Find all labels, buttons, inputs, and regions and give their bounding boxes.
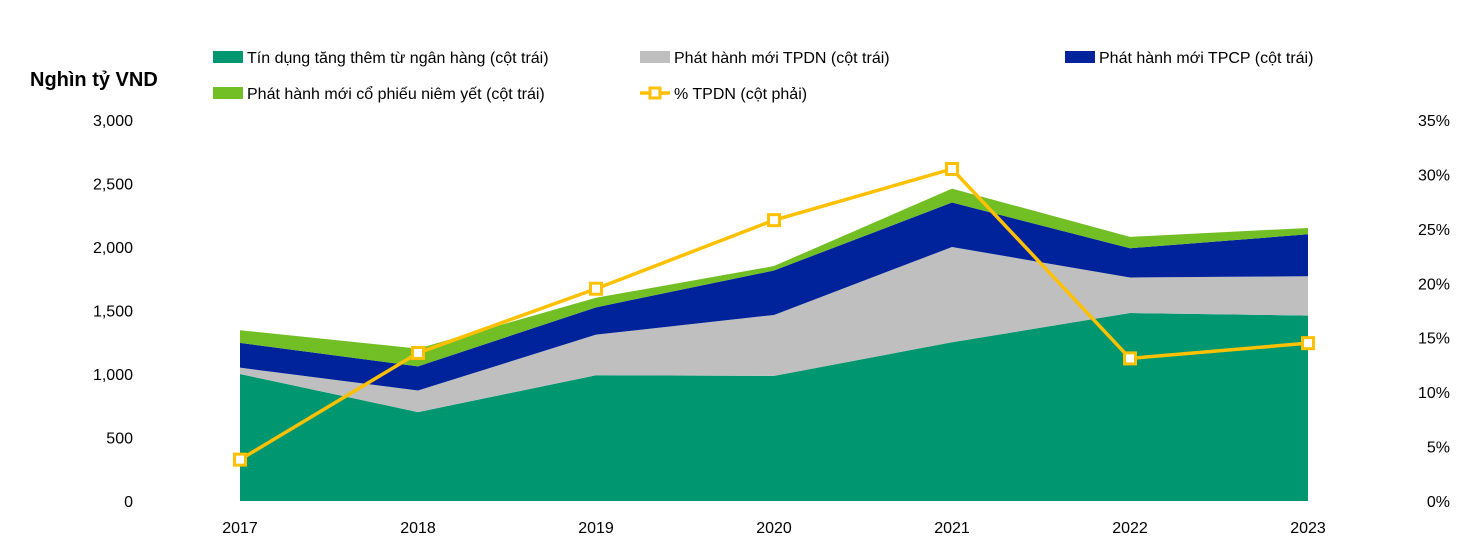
legend-item-phat-hanh-moi-tpcp-cot-trai: Phát hành mới TPCP (cột trái) <box>1065 50 1313 67</box>
legend-swatch <box>1065 51 1095 63</box>
left-tick-label: 500 <box>106 431 133 448</box>
line-marker-2023 <box>1301 336 1315 351</box>
area-series-2 <box>240 202 1308 391</box>
line-marker-2017 <box>233 452 247 467</box>
legend-label: Tín dụng tăng thêm từ ngân hàng (cột trá… <box>247 50 549 67</box>
right-tick-label: 35% <box>1418 113 1450 130</box>
left-axis-title: Nghìn tỷ VND <box>30 69 158 91</box>
x-tick-label-2022: 2022 <box>1112 520 1148 537</box>
line-marker-2018 <box>411 345 425 360</box>
x-tick-label-2021: 2021 <box>934 520 970 537</box>
left-tick-label: 1,500 <box>93 304 133 321</box>
x-tick-label-2018: 2018 <box>400 520 436 537</box>
line-layer <box>233 161 1315 467</box>
x-tick-label-2017: 2017 <box>222 520 258 537</box>
right-tick-label: 0% <box>1427 494 1450 511</box>
legend: Tín dụng tăng thêm từ ngân hàng (cột trá… <box>213 50 1313 103</box>
right-tick-label: 20% <box>1418 276 1450 293</box>
line-marker-2019 <box>589 281 603 296</box>
right-tick-label: 30% <box>1418 167 1450 184</box>
x-tick-label-2023: 2023 <box>1290 520 1326 537</box>
legend-swatch <box>213 87 243 99</box>
legend-swatch <box>213 51 243 63</box>
line-marker-2021 <box>945 161 959 176</box>
left-tick-label: 3,000 <box>93 113 133 130</box>
area-series-3 <box>240 188 1308 367</box>
legend-swatch <box>640 51 670 63</box>
legend-label: % TPDN (cột phải) <box>674 86 807 103</box>
legend-item-tpdn-cot-phai: % TPDN (cột phải) <box>640 86 807 103</box>
right-tick-label: 10% <box>1418 385 1450 402</box>
x-tick-label-2020: 2020 <box>756 520 792 537</box>
left-axis-ticks: 0 500 1,000 1,500 2,000 2,500 3,000 <box>93 113 133 511</box>
right-tick-label: 15% <box>1418 331 1450 348</box>
legend-label: Phát hành mới TPCP (cột trái) <box>1099 50 1313 67</box>
right-tick-label: 25% <box>1418 222 1450 239</box>
line-marker-2022 <box>1123 351 1137 366</box>
left-tick-label: 0 <box>124 494 133 511</box>
area-series-1 <box>240 247 1308 413</box>
left-tick-label: 2,500 <box>93 177 133 194</box>
legend-label: Phát hành mới TPDN (cột trái) <box>674 50 890 67</box>
legend-line-marker <box>648 86 662 100</box>
legend-item-phat-hanh-moi-co-phieu-niem-yet-cot-trai: Phát hành mới cổ phiếu niêm yết (cột trá… <box>213 85 545 103</box>
x-tick-label-2019: 2019 <box>578 520 614 537</box>
area-series-0 <box>240 313 1308 501</box>
right-axis-ticks: 0% 5% 10% 15% 20% 25% 30% 35% <box>1418 113 1450 511</box>
x-axis-ticks: 2017 2018 2019 2020 2021 2022 2023 <box>222 520 1326 537</box>
right-tick-label: 5% <box>1427 440 1450 457</box>
legend-item-phat-hanh-moi-tpdn-cot-trai: Phát hành mới TPDN (cột trái) <box>640 50 890 67</box>
left-tick-label: 1,000 <box>93 367 133 384</box>
left-tick-label: 2,000 <box>93 240 133 257</box>
legend-item-tin-dung-tang-them-tu-ngan-hang-cot-trai: Tín dụng tăng thêm từ ngân hàng (cột trá… <box>213 50 549 67</box>
area-layers <box>240 188 1308 501</box>
line-marker-2020 <box>767 213 781 228</box>
legend-label: Phát hành mới cổ phiếu niêm yết (cột trá… <box>247 85 545 103</box>
